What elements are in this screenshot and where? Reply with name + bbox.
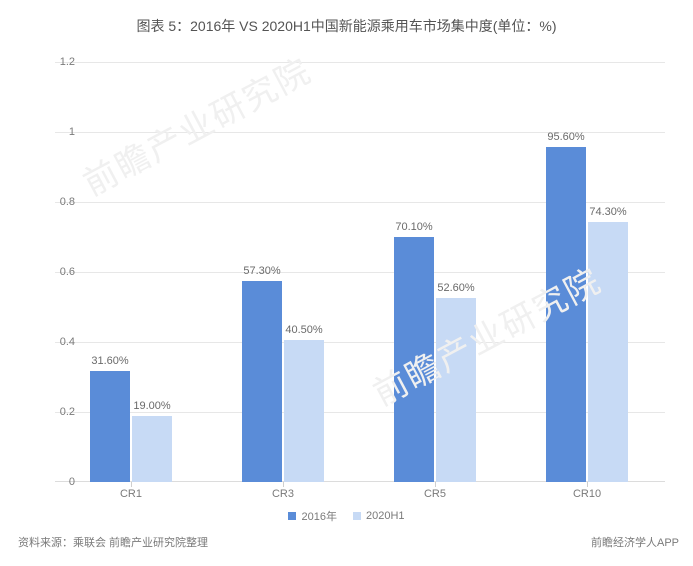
bar: [242, 281, 282, 482]
x-tick-label: CR3: [272, 488, 294, 500]
bar: [284, 340, 324, 482]
y-tick-label: 0.6: [60, 266, 75, 278]
data-label: 70.10%: [395, 221, 432, 233]
data-label: 95.60%: [547, 131, 584, 143]
legend-label: 2016年: [301, 508, 336, 524]
x-tick: [283, 482, 284, 487]
data-label: 40.50%: [285, 324, 322, 336]
legend: 2016年 2020H1: [0, 508, 693, 524]
footer-app-text: 前瞻经济学人APP: [591, 534, 679, 550]
y-tick-label: 0.4: [60, 336, 75, 348]
bar: [546, 147, 586, 482]
bar: [588, 222, 628, 482]
x-tick: [587, 482, 588, 487]
x-tick-label: CR1: [120, 488, 142, 500]
x-tick-label: CR5: [424, 488, 446, 500]
chart-title: 图表 5：2016年 VS 2020H1中国新能源乘用车市场集中度(单位：%): [0, 0, 693, 46]
gridline: [55, 62, 665, 63]
legend-item: 2020H1: [353, 510, 405, 522]
y-tick-label: 0: [69, 476, 75, 488]
data-label: 74.30%: [589, 206, 626, 218]
y-tick-label: 1.2: [60, 56, 75, 68]
data-label: 52.60%: [437, 282, 474, 294]
legend-label: 2020H1: [366, 510, 405, 522]
y-tick-label: 0.8: [60, 196, 75, 208]
bar: [90, 371, 130, 482]
bar: [436, 298, 476, 482]
legend-swatch: [353, 512, 361, 520]
y-tick-label: 0.2: [60, 406, 75, 418]
x-tick-label: CR10: [573, 488, 601, 500]
source-text: 资料来源：乘联会 前瞻产业研究院整理: [18, 534, 208, 550]
data-label: 57.30%: [243, 265, 280, 277]
legend-item: 2016年: [288, 508, 336, 524]
x-tick: [435, 482, 436, 487]
y-tick-label: 1: [69, 126, 75, 138]
legend-swatch: [288, 512, 296, 520]
bar: [132, 416, 172, 483]
data-label: 19.00%: [133, 400, 170, 412]
bar: [394, 237, 434, 482]
data-label: 31.60%: [91, 355, 128, 367]
chart-plot-area: CR131.60%19.00%CR357.30%40.50%CR570.10%5…: [55, 62, 665, 482]
x-tick: [131, 482, 132, 487]
